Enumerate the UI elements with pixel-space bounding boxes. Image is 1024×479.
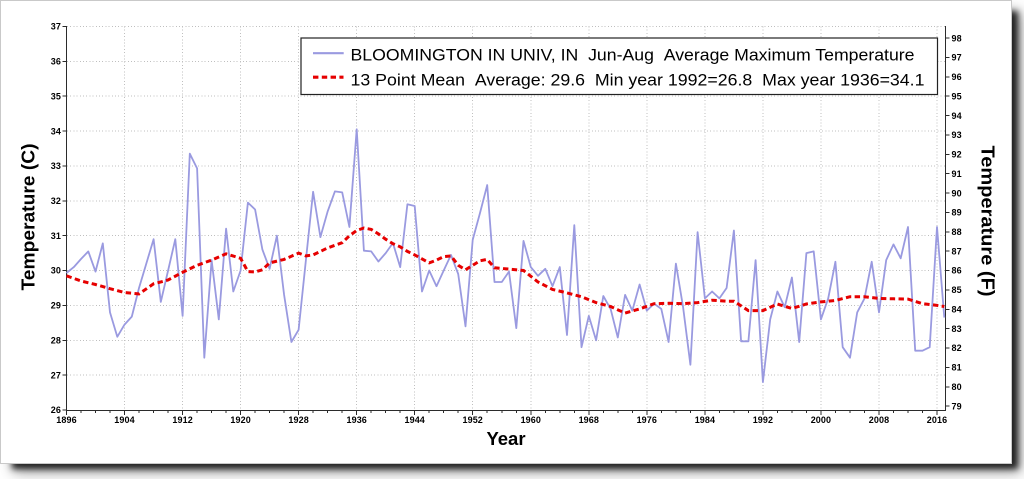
svg-text:1896: 1896 — [56, 415, 76, 425]
svg-text:33: 33 — [51, 161, 61, 171]
svg-text:13 Point Mean Average: 29.6: 13 Point Mean Average: 29.6 Min year 199… — [351, 70, 925, 89]
svg-text:80: 80 — [952, 382, 962, 392]
svg-text:79: 79 — [952, 401, 962, 411]
svg-text:1952: 1952 — [462, 415, 482, 425]
svg-text:83: 83 — [952, 324, 962, 334]
svg-text:92: 92 — [952, 150, 962, 160]
svg-text:87: 87 — [952, 246, 962, 256]
svg-text:1968: 1968 — [579, 415, 599, 425]
svg-text:1936: 1936 — [346, 415, 366, 425]
svg-text:94: 94 — [952, 111, 962, 121]
svg-text:95: 95 — [952, 91, 962, 101]
svg-text:84: 84 — [952, 305, 962, 315]
svg-text:85: 85 — [952, 285, 962, 295]
svg-text:1984: 1984 — [695, 415, 715, 425]
svg-text:26: 26 — [51, 405, 61, 415]
svg-text:29: 29 — [51, 301, 61, 311]
svg-text:97: 97 — [952, 53, 962, 63]
svg-text:31: 31 — [51, 231, 61, 241]
svg-text:Year: Year — [486, 428, 525, 449]
svg-text:1912: 1912 — [172, 415, 192, 425]
svg-text:28: 28 — [51, 336, 61, 346]
svg-text:81: 81 — [952, 363, 962, 373]
svg-text:2008: 2008 — [869, 415, 889, 425]
svg-text:1976: 1976 — [637, 415, 657, 425]
svg-text:90: 90 — [952, 188, 962, 198]
svg-text:96: 96 — [952, 72, 962, 82]
svg-text:1920: 1920 — [230, 415, 250, 425]
svg-text:32: 32 — [51, 196, 61, 206]
svg-text:BLOOMINGTON IN UNIV, IN Jun-A: BLOOMINGTON IN UNIV, IN Jun-Aug Average … — [351, 46, 915, 65]
svg-text:Temperature (F): Temperature (F) — [978, 146, 999, 297]
svg-text:82: 82 — [952, 343, 962, 353]
svg-text:98: 98 — [952, 33, 962, 43]
svg-text:27: 27 — [51, 370, 61, 380]
svg-text:1904: 1904 — [114, 415, 134, 425]
svg-text:1992: 1992 — [753, 415, 773, 425]
svg-text:1928: 1928 — [288, 415, 308, 425]
svg-text:37: 37 — [51, 22, 61, 32]
svg-text:1944: 1944 — [404, 415, 424, 425]
svg-text:Temperature (C): Temperature (C) — [18, 144, 39, 291]
svg-text:2016: 2016 — [927, 415, 947, 425]
svg-text:34: 34 — [51, 126, 61, 136]
svg-text:1960: 1960 — [521, 415, 541, 425]
svg-text:36: 36 — [51, 57, 61, 67]
svg-text:30: 30 — [51, 266, 61, 276]
svg-text:91: 91 — [952, 169, 962, 179]
svg-text:89: 89 — [952, 208, 962, 218]
svg-text:88: 88 — [952, 227, 962, 237]
svg-text:35: 35 — [51, 91, 61, 101]
svg-text:2000: 2000 — [811, 415, 831, 425]
svg-text:86: 86 — [952, 266, 962, 276]
svg-text:93: 93 — [952, 130, 962, 140]
